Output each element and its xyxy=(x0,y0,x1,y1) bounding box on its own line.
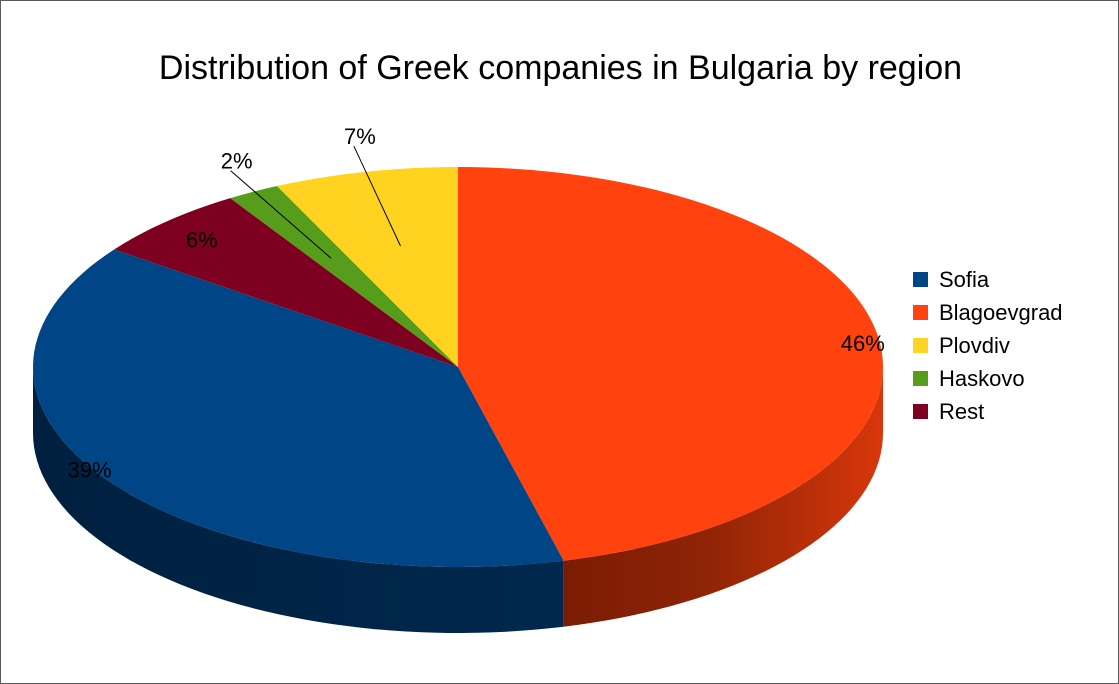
slice-labels: 46% 39% 6% 2% 7% xyxy=(67,124,884,483)
legend-item-sofia: Sofia xyxy=(913,263,1063,296)
legend-label: Blagoevgrad xyxy=(939,299,1063,325)
slice-label-sofia: 39% xyxy=(67,458,111,483)
legend-label: Haskovo xyxy=(939,365,1025,391)
legend-swatch xyxy=(913,305,928,320)
slice-plovdiv xyxy=(277,167,458,367)
legend-label: Plovdiv xyxy=(939,332,1010,358)
legend-swatch xyxy=(913,272,928,287)
slice-rest xyxy=(114,198,459,367)
legend-item-blagoevgrad: Blagoevgrad xyxy=(913,296,1063,329)
chart-legend: Sofia Blagoevgrad Plovdiv Haskovo Rest xyxy=(913,263,1063,428)
slice-label-blagoevgrad: 46% xyxy=(841,331,885,356)
pie-side-walls xyxy=(33,367,883,633)
leader-line-plovdiv xyxy=(353,145,401,247)
legend-item-rest: Rest xyxy=(913,395,1063,428)
chart-title: Distribution of Greek companies in Bulga… xyxy=(158,49,963,87)
label-leader-lines xyxy=(230,145,401,259)
legend-swatch xyxy=(913,404,928,419)
legend-label: Rest xyxy=(939,398,985,424)
pie-slices xyxy=(33,167,883,567)
leader-line-haskovo xyxy=(230,170,332,259)
slice-haskovo xyxy=(230,186,458,367)
slice-label-rest: 6% xyxy=(186,228,218,253)
slice-side-blagoevgrad xyxy=(563,367,883,627)
legend-item-plovdiv: Plovdiv xyxy=(913,329,1063,362)
slice-label-haskovo: 2% xyxy=(221,149,253,174)
slice-sofia xyxy=(33,249,564,567)
legend-swatch xyxy=(913,338,928,353)
legend-swatch xyxy=(913,371,928,386)
legend-item-haskovo: Haskovo xyxy=(913,362,1063,395)
slice-side-sofia xyxy=(33,367,564,633)
slice-label-plovdiv: 7% xyxy=(344,124,376,149)
legend-label: Sofia xyxy=(939,266,990,292)
slice-blagoevgrad xyxy=(458,167,883,561)
